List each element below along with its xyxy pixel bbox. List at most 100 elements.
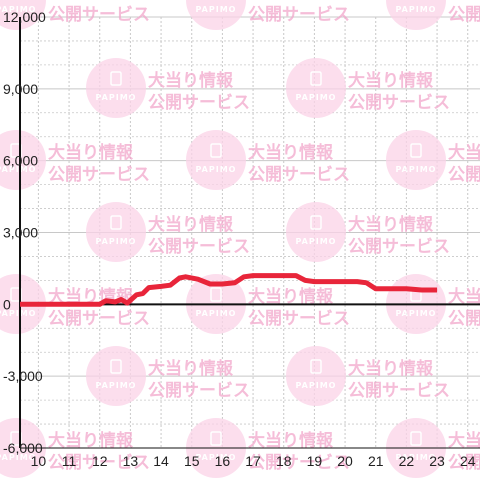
- y-tick-label: -3,000: [3, 368, 43, 384]
- watermark-line1: 大当り情報: [448, 430, 480, 451]
- x-tick-label: 12: [92, 453, 108, 469]
- watermark-line2: 公開サービス: [248, 309, 350, 329]
- watermark-line2: 公開サービス: [348, 381, 450, 401]
- watermark-logo-text: PAPIMO: [296, 237, 337, 246]
- phone-icon: [210, 287, 222, 302]
- watermark-line1: 大当り情報: [348, 358, 434, 379]
- watermark-line2: 公開サービス: [348, 237, 450, 257]
- x-tick-label: 19: [307, 453, 323, 469]
- series-line: [20, 273, 438, 307]
- watermark-logo-text: PAPIMO: [196, 453, 237, 462]
- watermark-logo-text: PAPIMO: [96, 93, 137, 102]
- watermark-logo-circle: [186, 130, 246, 190]
- y-tick-label: 12,000: [3, 9, 46, 25]
- x-tick-label: 20: [337, 453, 353, 469]
- watermark-line2: 公開サービス: [348, 93, 450, 113]
- watermark-line2: 公開サービス: [48, 5, 150, 25]
- watermark-line2: 公開サービス: [148, 93, 250, 113]
- watermark-line2: 公開サービス: [448, 165, 480, 185]
- watermark-line2: 公開サービス: [448, 309, 480, 329]
- x-tick-label: 21: [368, 453, 384, 469]
- watermark-line2: 公開サービス: [48, 453, 150, 473]
- watermark-logo-circle: [186, 0, 246, 30]
- x-tick-label: 11: [62, 453, 77, 469]
- watermark-line1: 大当り情報: [48, 142, 134, 163]
- watermark-logo-text: PAPIMO: [296, 381, 337, 390]
- watermark-line2: 公開サービス: [148, 237, 250, 257]
- watermark-line1: 大当り情報: [348, 70, 434, 91]
- watermark-line2: 公開サービス: [48, 309, 150, 329]
- watermark-line1: 大当り情報: [148, 358, 234, 379]
- x-tick-label: 18: [276, 453, 292, 469]
- y-tick-label: 0: [3, 296, 11, 312]
- x-tick-label: 13: [123, 453, 139, 469]
- y-tick-label: 6,000: [3, 153, 38, 169]
- watermark-logo-text: PAPIMO: [0, 453, 36, 462]
- phone-icon: [110, 71, 122, 86]
- watermark-line2: 公開サービス: [248, 165, 350, 185]
- phone-icon: [110, 215, 122, 230]
- watermark-line2: 公開サービス: [148, 381, 250, 401]
- watermark-logo-text: PAPIMO: [396, 5, 437, 14]
- watermark-logo-text: PAPIMO: [396, 165, 437, 174]
- watermark-line1: 大当り情報: [48, 0, 134, 3]
- phone-icon: [210, 143, 222, 158]
- watermark-line1: 大当り情報: [448, 286, 480, 307]
- x-tick-label: 10: [31, 453, 47, 469]
- watermark-logo-text: PAPIMO: [196, 5, 237, 14]
- watermark-logo-circle: [286, 346, 346, 406]
- watermark-line2: 公開サービス: [248, 5, 350, 25]
- x-tick-label: 16: [215, 453, 231, 469]
- watermark-logo-circle: [286, 202, 346, 262]
- x-tick-label: 15: [184, 453, 200, 469]
- watermark-logo-text: PAPIMO: [396, 309, 437, 318]
- phone-icon: [410, 431, 422, 446]
- watermark-line2: 公開サービス: [448, 453, 480, 473]
- watermark-logo-text: PAPIMO: [0, 165, 36, 174]
- watermark-line2: 公開サービス: [48, 165, 150, 185]
- watermark-line2: 公開サービス: [248, 453, 350, 473]
- watermark-logo-text: PAPIMO: [196, 165, 237, 174]
- x-tick-label: 14: [153, 453, 169, 469]
- phone-icon: [310, 359, 322, 374]
- watermark-logo-circle: [86, 346, 146, 406]
- watermark-line1: 大当り情報: [448, 142, 480, 163]
- watermark-logo-circle: [286, 58, 346, 118]
- watermark-logo-text: PAPIMO: [196, 309, 237, 318]
- watermark-line1: 大当り情報: [148, 70, 234, 91]
- x-tick-labels: 10 11 12 13 14 15 16 17 18 19 20 21 22 23 24: [31, 453, 476, 469]
- x-tick-label: 23: [429, 453, 445, 469]
- phone-icon: [110, 359, 122, 374]
- x-tick-label: 24: [460, 453, 476, 469]
- watermark-logo-circle: [0, 0, 46, 30]
- watermark-line1: 大当り情報: [248, 142, 334, 163]
- watermark-logo-circle: [86, 58, 146, 118]
- watermark-line1: 大当り情報: [448, 0, 480, 3]
- series-group: [20, 273, 438, 307]
- phone-icon: [310, 71, 322, 86]
- watermark-logo-text: PAPIMO: [396, 453, 437, 462]
- watermark-line1: 大当り情報: [248, 286, 334, 307]
- x-tick-label: 22: [399, 453, 415, 469]
- y-tick-label: 9,000: [3, 81, 38, 97]
- watermark-logo-circle: [386, 0, 446, 30]
- phone-icon: [210, 431, 222, 446]
- phone-icon: [410, 143, 422, 158]
- watermark-line1: 大当り情報: [48, 430, 134, 451]
- watermark-logo-text: PAPIMO: [96, 237, 137, 246]
- watermark-logo-text: PAPIMO: [0, 309, 36, 318]
- x-tick-label: 17: [245, 453, 261, 469]
- watermark-logo-text: PAPIMO: [96, 381, 137, 390]
